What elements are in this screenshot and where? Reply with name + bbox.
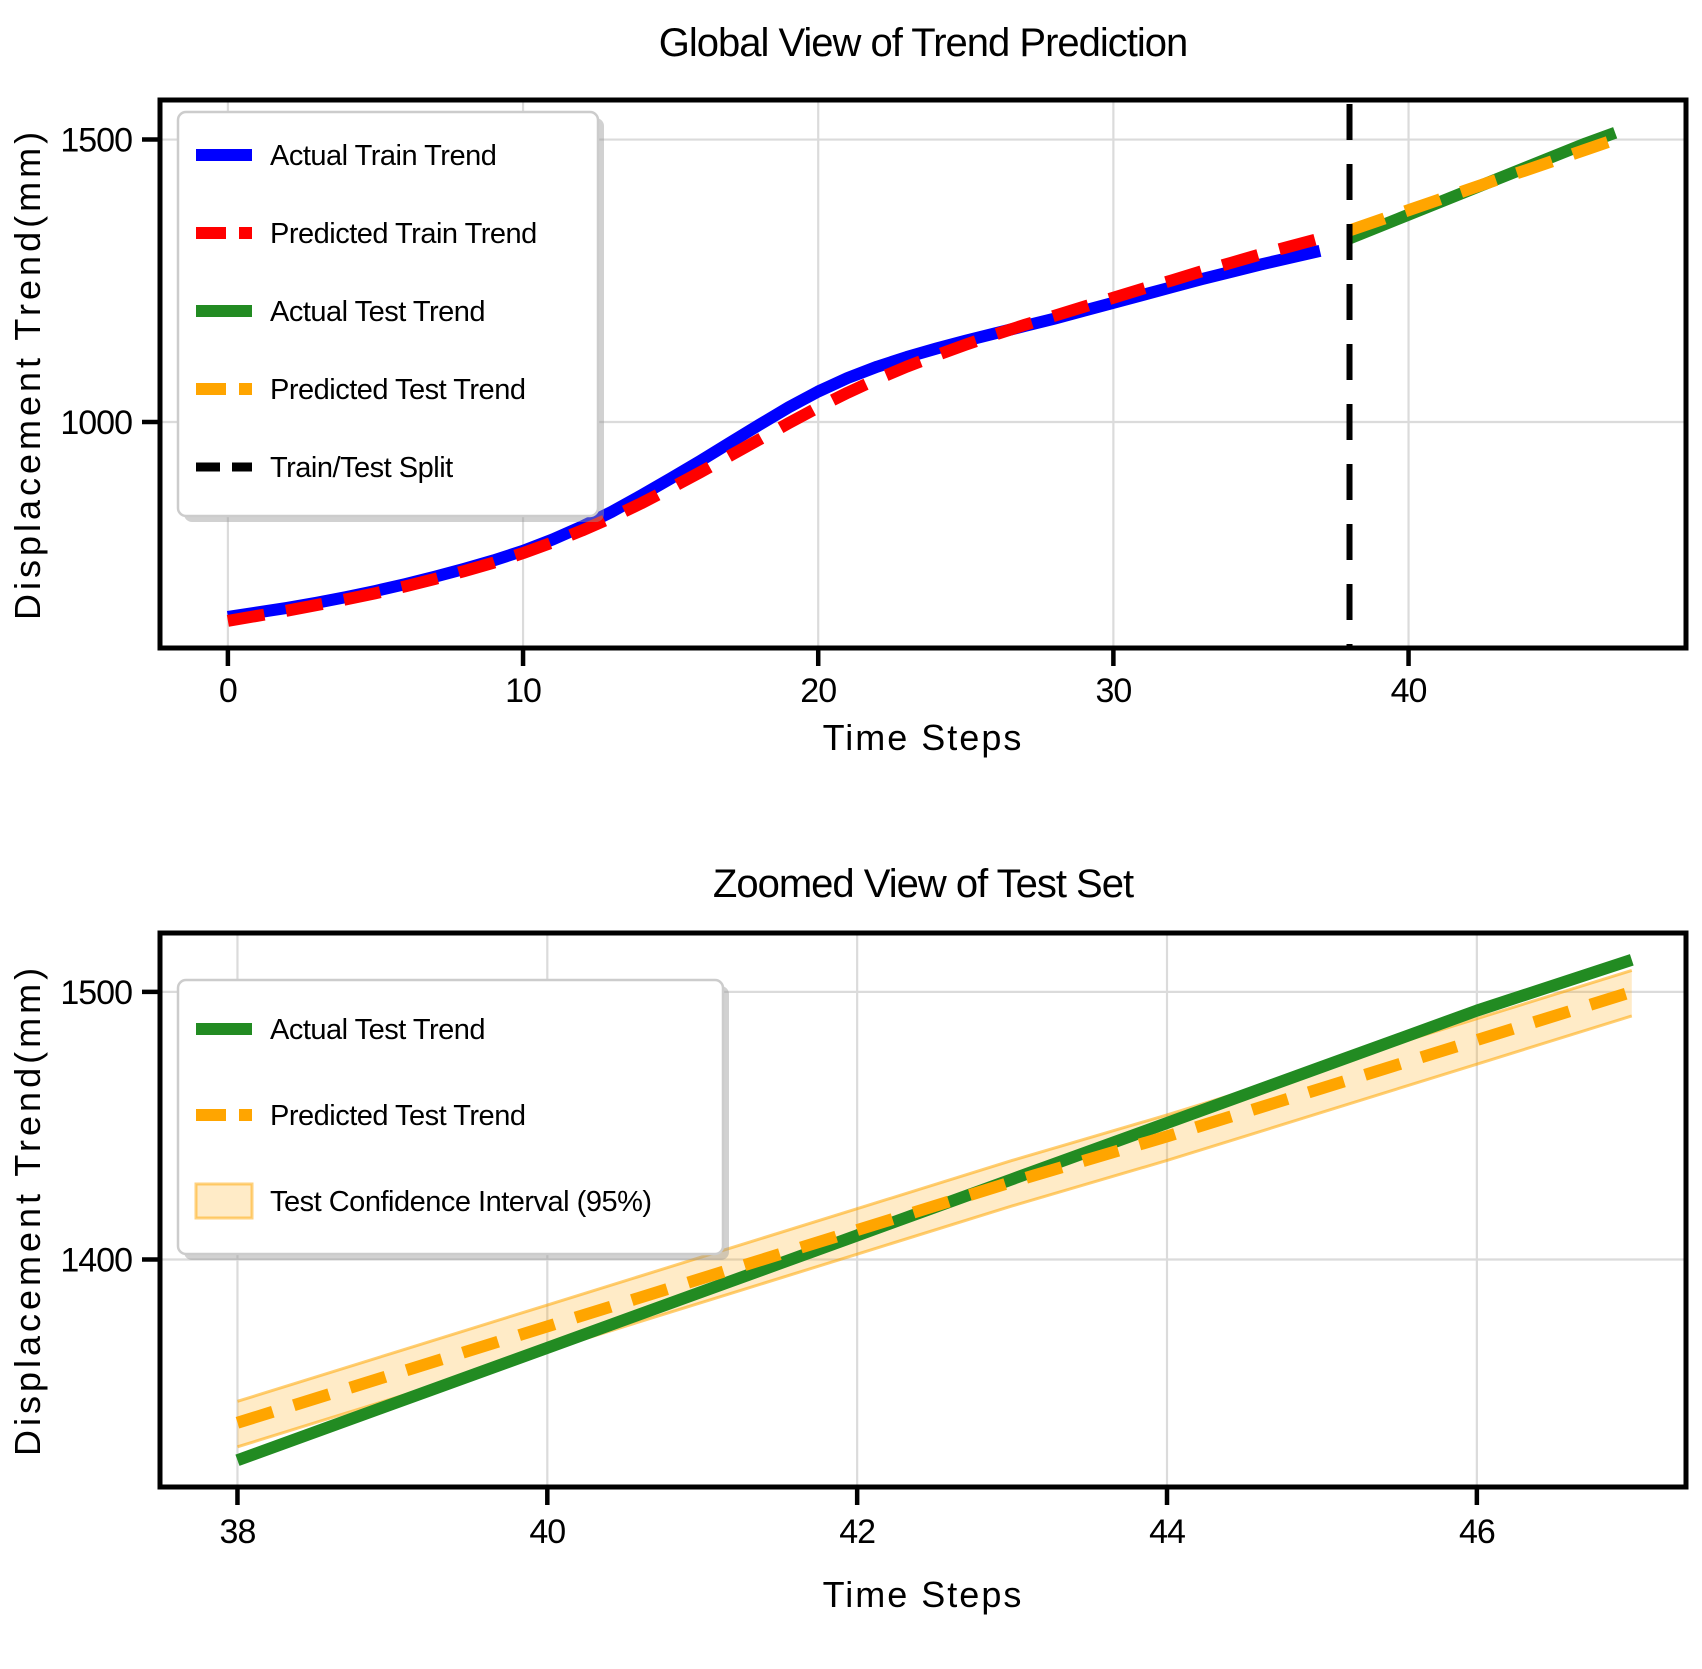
y-axis-label: Displacement Trend(mm)	[7, 128, 48, 620]
x-axis-tick-label: 42	[839, 1513, 875, 1551]
x-axis-tick-label: 40	[1391, 672, 1427, 710]
legend-box	[176, 978, 725, 1256]
x-axis-tick-label: 20	[800, 672, 836, 710]
legend-label: Test Confidence Interval (95%)	[270, 1186, 652, 1218]
y-axis-label: Displacement Trend(mm)	[7, 964, 48, 1456]
plot-border	[157, 97, 1689, 651]
legend-label: Train/Test Split	[270, 452, 453, 484]
x-axis-tick-label: 0	[219, 672, 237, 710]
zoomed-test-chart: 38 40 42 44 46 1400 1500 Zoomed View of Test Se…	[7, 862, 1689, 1615]
y-axis-tick-label: 1500	[60, 974, 132, 1012]
legend-label: Actual Train Trend	[270, 140, 496, 172]
y-axis-tick-label: 1000	[60, 404, 132, 442]
legend-label: Actual Test Trend	[270, 296, 485, 328]
legend-label: Predicted Test Trend	[270, 1100, 525, 1132]
x-axis-tick-label: 30	[1095, 672, 1131, 710]
x-axis-tick-label: 38	[220, 1513, 256, 1551]
x-axis-tick-label: 40	[529, 1513, 565, 1551]
legend-swatch-area	[194, 1182, 254, 1220]
y-axis-tick-label: 1400	[60, 1242, 132, 1280]
x-axis-tick-label: 44	[1149, 1513, 1185, 1551]
legend-label: Predicted Train Trend	[270, 218, 537, 250]
x-axis-tick-label: 46	[1459, 1513, 1495, 1551]
series-line-predicted-test-trend	[235, 986, 1634, 1429]
series-line-predicted-train-trend	[226, 232, 1322, 627]
chart-title: Global View of Trend Prediction	[659, 21, 1188, 65]
legend-label: Predicted Test Trend	[270, 374, 525, 406]
series-line-predicted-test-trend	[1347, 133, 1618, 237]
x-axis-label: Time Steps	[823, 717, 1024, 758]
plot-border	[157, 930, 1689, 1490]
legend-label: Actual Test Trend	[270, 1014, 485, 1046]
x-axis-label: Time Steps	[823, 1574, 1024, 1615]
x-axis-tick-label: 10	[505, 672, 541, 710]
chart-title: Zoomed View of Test Set	[713, 862, 1134, 906]
legend-box	[176, 110, 600, 518]
global-trend-chart: 0 10 20 30 40 1000 1500 Global View of Trend Pr…	[7, 21, 1689, 758]
y-axis-tick-label: 1500	[60, 122, 132, 160]
